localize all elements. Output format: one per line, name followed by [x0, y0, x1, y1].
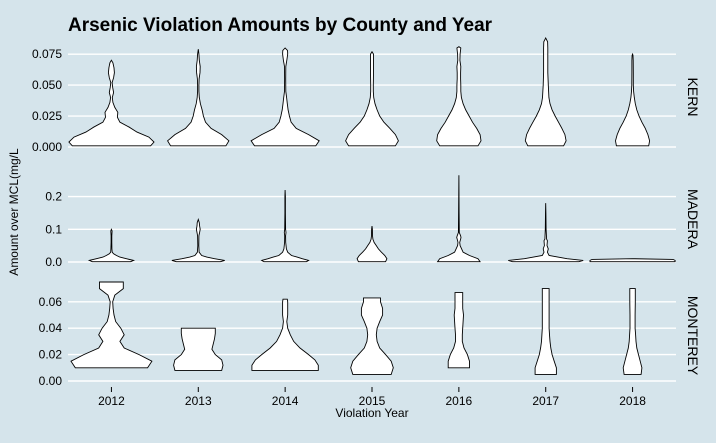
- strip-label: KERN: [685, 78, 701, 117]
- strip-label: MONTEREY: [685, 296, 701, 376]
- x-tick-label: 2015: [359, 394, 386, 408]
- panel-madera: 0.0 0.1 0.2 MADERA: [45, 175, 701, 269]
- y-tick-label: 0.1: [45, 222, 62, 236]
- violin-madera-2013: [171, 218, 225, 263]
- violin-madera-2018: [589, 258, 676, 263]
- strip-label: MADERA: [685, 189, 701, 250]
- violin-madera-2014: [260, 189, 310, 263]
- x-tick-label: 2018: [619, 394, 646, 408]
- panel-monterey: 0.00 0.02 0.04 0.06 MONTEREY: [39, 281, 701, 388]
- y-tick-label: 0.02: [39, 348, 63, 362]
- violin-monterey-2012: [70, 281, 153, 369]
- violin-madera-2016: [436, 175, 481, 263]
- y-tick-label: 0.00: [39, 374, 63, 388]
- panel-kern: 0.000 0.025 0.050 0.075 KERN: [32, 36, 701, 154]
- violin-monterey-2015: [350, 297, 394, 375]
- chart-title: Arsenic Violation Amounts by County and …: [68, 15, 493, 36]
- x-tick-label: 2016: [446, 394, 473, 408]
- y-tick-label: 0.06: [39, 295, 63, 309]
- violin-kern-2018: [615, 52, 651, 147]
- violin-madera-2015: [356, 225, 388, 263]
- violin-kern-2014: [250, 47, 320, 147]
- x-axis: 2012 2013 2014 2015 2016 2017 2018: [98, 387, 646, 408]
- y-axis-label: Amount over MCL(mg/L: [7, 148, 21, 276]
- y-tick-label: 0.025: [32, 109, 62, 123]
- y-tick-label: 0.050: [32, 78, 62, 92]
- x-tick-label: 2017: [532, 394, 559, 408]
- violin-monterey-2016: [447, 292, 470, 369]
- x-axis-label: Violation Year: [335, 406, 408, 420]
- y-tick-label: 0.000: [32, 140, 62, 154]
- y-tick-label: 0.04: [39, 321, 63, 335]
- violin-madera-2012: [87, 228, 136, 263]
- y-tick-label: 0.2: [45, 190, 62, 204]
- violin-monterey-2014: [251, 298, 319, 371]
- violin-kern-2015: [345, 50, 399, 147]
- violin-kern-2012: [68, 59, 155, 147]
- y-tick-label: 0.0: [45, 255, 62, 269]
- violin-kern-2017: [524, 36, 567, 147]
- x-tick-label: 2012: [98, 394, 125, 408]
- violin-monterey-2013: [173, 327, 224, 371]
- x-tick-label: 2013: [185, 394, 212, 408]
- violin-monterey-2018: [622, 288, 643, 375]
- violin-madera-2017: [508, 203, 584, 263]
- y-tick-label: 0.075: [32, 47, 62, 61]
- violin-kern-2016: [436, 46, 482, 147]
- violin-monterey-2017: [534, 288, 557, 375]
- violin-kern-2013: [167, 49, 230, 147]
- x-tick-label: 2014: [272, 394, 299, 408]
